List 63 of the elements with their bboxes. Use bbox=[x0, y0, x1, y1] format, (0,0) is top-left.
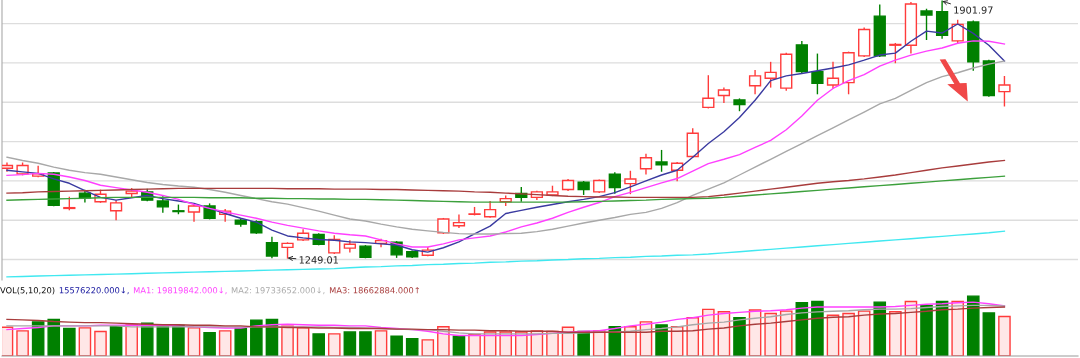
bar bbox=[764, 312, 777, 356]
candlestick bbox=[624, 170, 637, 195]
bar bbox=[733, 317, 746, 356]
candlestick bbox=[889, 42, 902, 64]
candlestick bbox=[608, 172, 621, 194]
bar bbox=[125, 324, 138, 356]
bar bbox=[234, 327, 248, 356]
bar bbox=[982, 312, 996, 356]
bar bbox=[16, 330, 29, 356]
bar bbox=[296, 327, 310, 356]
candlestick bbox=[686, 128, 699, 158]
bar bbox=[592, 330, 606, 356]
candlestick bbox=[109, 200, 123, 221]
bar bbox=[250, 319, 263, 356]
bar bbox=[78, 327, 92, 356]
bar bbox=[281, 325, 294, 356]
text: MA3: 18662884.000↑ bbox=[329, 287, 420, 294]
candlestick bbox=[639, 153, 653, 175]
bar bbox=[327, 333, 341, 356]
text: MA2: 19733652.000↓, bbox=[231, 287, 325, 295]
bar bbox=[359, 331, 372, 356]
bar bbox=[63, 327, 76, 356]
candlestick bbox=[717, 87, 731, 103]
bar bbox=[187, 327, 201, 356]
candlestick bbox=[764, 61, 777, 88]
bar bbox=[951, 300, 964, 356]
annotation: 1901.97 bbox=[954, 6, 993, 14]
bar bbox=[655, 324, 668, 356]
candlestick bbox=[935, 0, 949, 39]
bar bbox=[857, 310, 871, 356]
bar bbox=[889, 311, 902, 356]
bar bbox=[842, 312, 855, 356]
bar bbox=[94, 330, 107, 356]
bar bbox=[468, 333, 481, 356]
bar bbox=[624, 325, 637, 356]
bar bbox=[343, 331, 357, 356]
bar bbox=[390, 335, 403, 356]
annotation: 1249.01 bbox=[299, 256, 338, 264]
bar bbox=[966, 295, 980, 356]
candlestick bbox=[655, 149, 668, 172]
bar bbox=[203, 331, 216, 356]
text: VOL(5,10,20) bbox=[0, 286, 55, 295]
text: 15576220.000↓, bbox=[59, 287, 129, 295]
candlestick bbox=[748, 70, 762, 95]
bar bbox=[312, 333, 325, 356]
bar bbox=[374, 330, 388, 356]
bar bbox=[998, 315, 1011, 356]
candlestick bbox=[998, 75, 1011, 107]
candlestick bbox=[702, 75, 715, 109]
bar bbox=[47, 318, 61, 356]
bar bbox=[779, 310, 793, 356]
candlestick bbox=[811, 53, 824, 95]
bar bbox=[218, 330, 232, 356]
candlestick bbox=[826, 61, 840, 89]
candlestick bbox=[951, 19, 964, 44]
bar bbox=[920, 305, 933, 356]
bar bbox=[421, 339, 435, 356]
bar bbox=[2, 326, 14, 356]
bar bbox=[686, 317, 700, 356]
bar bbox=[405, 337, 419, 356]
candlestick bbox=[920, 8, 933, 41]
text: MA1: 19819842.000↓, bbox=[133, 287, 227, 295]
candlestick bbox=[265, 236, 279, 259]
